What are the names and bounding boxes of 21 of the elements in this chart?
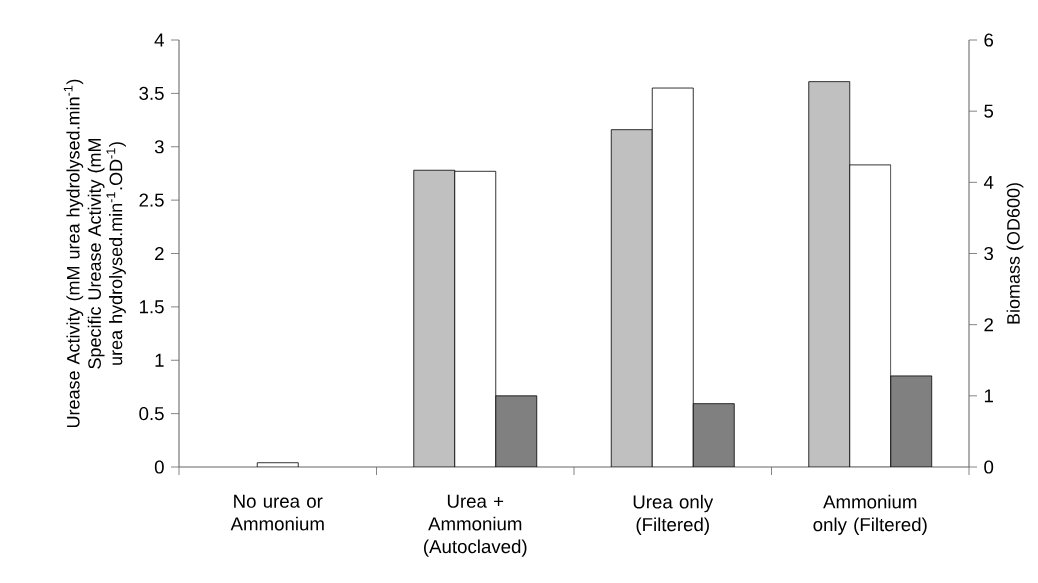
y2-tick-label: 4 bbox=[983, 175, 994, 189]
x-tick-label: Urea only (Filtered) bbox=[633, 494, 714, 535]
y2-tick-label: 2 bbox=[984, 318, 993, 332]
y-tick-label: 0 bbox=[154, 460, 164, 474]
x-tick-label: No urea or Ammonium bbox=[230, 494, 324, 531]
y2-tick-label: 0 bbox=[984, 460, 994, 474]
x-tick-label: Ammonium only (Filtered) bbox=[813, 494, 927, 535]
y2-tick-label: 5 bbox=[984, 104, 994, 118]
y-tick-label: 3.5 bbox=[139, 86, 164, 100]
y2-tick-label: 6 bbox=[984, 33, 994, 47]
y-tick-label: 2 bbox=[155, 246, 164, 261]
x-tick-label: Urea + Ammonium (Autoclaved) bbox=[424, 494, 527, 557]
y-tick-label: 3 bbox=[154, 140, 164, 154]
y2-tick-label: 3 bbox=[984, 246, 994, 261]
y2-tick-label: 1 bbox=[984, 389, 993, 403]
y-tick-label: 0.5 bbox=[139, 407, 164, 421]
y-tick-label: 1.5 bbox=[139, 300, 164, 314]
y2-axis-title: Biomass (OD600) bbox=[1006, 183, 1024, 324]
y-tick-label: 2.5 bbox=[139, 193, 164, 207]
y-tick-label: 1 bbox=[155, 353, 164, 367]
y-tick-label: 4 bbox=[154, 33, 164, 47]
